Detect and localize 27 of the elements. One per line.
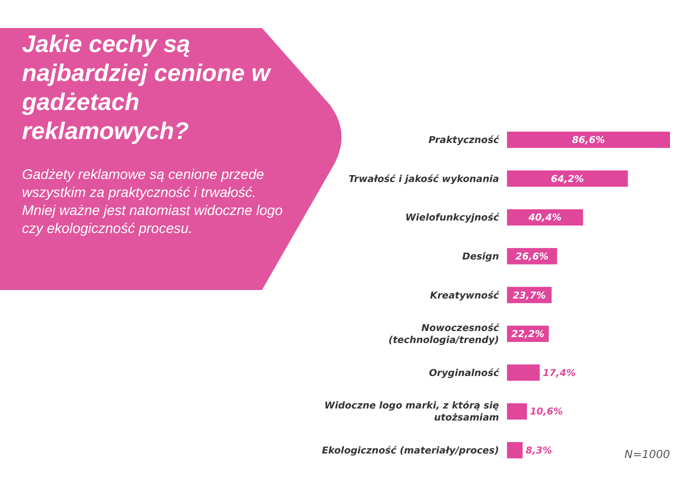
annotation: N=1000 xyxy=(624,448,670,461)
bar xyxy=(507,132,670,148)
bar xyxy=(507,442,523,458)
bar xyxy=(507,403,527,420)
data-label: 8,3% xyxy=(526,446,552,457)
y-tick-label: Design xyxy=(462,252,500,263)
y-tick-label: Nowoczesność (technologia/trendy) xyxy=(388,323,500,346)
y-tick-label: Wielofunkcyjność xyxy=(405,212,500,224)
y-tick-label: Trwałość i jakość wykonania xyxy=(348,174,499,185)
text: Jakie cechy są najbardziej cenione w gadżetach reklamowych? xyxy=(22,30,272,146)
y-tick-label: Oryginalność xyxy=(428,368,500,379)
data-label: 23,7% xyxy=(512,290,546,302)
data-label: 22,2% xyxy=(511,329,544,340)
y-tick-label: Praktyczność xyxy=(428,135,500,146)
y-tick-label: Ekologiczność (materiały/proces) xyxy=(322,446,499,457)
data-label: 17,4% xyxy=(542,368,576,379)
data-label: 26,6% xyxy=(516,252,549,263)
data-label: 40,4% xyxy=(528,212,562,224)
y-tick-label: Kreatywność xyxy=(430,290,500,302)
text: Gadżety reklamowe są cenione przede wszystkim za praktyczność i trwałość. Mniej ważne jest natomiast widoczne logo czy ekologiczność procesu. xyxy=(22,165,284,237)
data-label: 10,6% xyxy=(530,406,563,418)
data-label: 64,2% xyxy=(550,174,584,185)
bar xyxy=(507,170,628,187)
bar xyxy=(507,364,540,381)
data-label: 86,6% xyxy=(572,135,605,146)
bar xyxy=(507,209,584,226)
y-tick-label: Widoczne logo marki, z którą się utożsamiam xyxy=(324,400,500,424)
